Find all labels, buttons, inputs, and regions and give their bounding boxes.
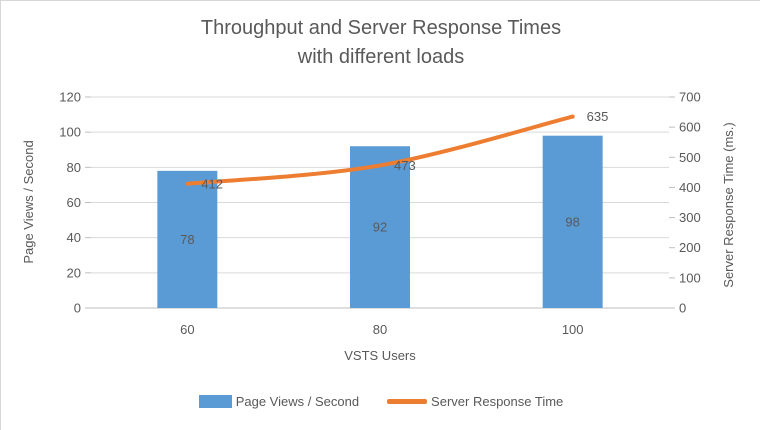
bar-series-swatch: [198, 395, 232, 408]
left-axis-tick-label: 40: [67, 230, 81, 245]
chart-title-line2: with different loads: [297, 46, 465, 68]
x-axis-category-label: 80: [373, 322, 387, 337]
legend: Page Views / Second Server Response Time: [1, 394, 760, 409]
bar-data-label: 92: [373, 220, 387, 235]
left-axis-title: Page Views / Second: [21, 140, 36, 264]
right-axis-tick-label: 0: [679, 301, 686, 316]
line-data-label: 473: [394, 158, 416, 173]
right-axis-tick-label: 200: [679, 240, 701, 255]
chart-title: Throughput and Server Response Times wit…: [1, 14, 760, 72]
legend-label-page-views: Page Views / Second: [235, 394, 360, 409]
legend-item-page-views: Page Views / Second: [198, 394, 360, 409]
left-axis-tick-label: 100: [59, 125, 81, 140]
right-axis-title: Server Response Time (ms.): [721, 122, 736, 288]
x-axis-category-label: 60: [180, 322, 194, 337]
left-axis-tick-label: 80: [67, 160, 81, 175]
left-axis-tick-label: 60: [67, 195, 81, 210]
left-axis-tick-label: 20: [67, 265, 81, 280]
x-axis-category-label: 100: [562, 322, 584, 337]
line-data-label: 635: [587, 109, 609, 124]
bar: [350, 146, 410, 308]
line-series-swatch: [387, 399, 428, 404]
right-axis-tick-label: 500: [679, 150, 701, 165]
bar-data-label: 98: [565, 214, 579, 229]
left-axis-tick-label: 120: [59, 90, 81, 105]
right-axis-tick-label: 400: [679, 180, 701, 195]
right-axis-tick-label: 600: [679, 120, 701, 135]
right-axis-tick-label: 300: [679, 210, 701, 225]
legend-label-response-time: Server Response Time: [431, 394, 564, 409]
right-axis-tick-label: 100: [679, 270, 701, 285]
line-series: [185, 114, 575, 186]
right-axis-tick-label: 700: [679, 90, 701, 105]
bar: [157, 170, 218, 308]
line-data-label: 412: [201, 176, 223, 191]
bar-data-label: 78: [180, 232, 194, 247]
bar: [542, 135, 603, 308]
legend-item-response-time: Server Response Time: [387, 394, 563, 409]
chart-title-line1: Throughput and Server Response Times: [200, 17, 562, 39]
left-axis-tick-label: 0: [74, 301, 81, 316]
x-axis-title: VSTS Users: [344, 348, 416, 363]
